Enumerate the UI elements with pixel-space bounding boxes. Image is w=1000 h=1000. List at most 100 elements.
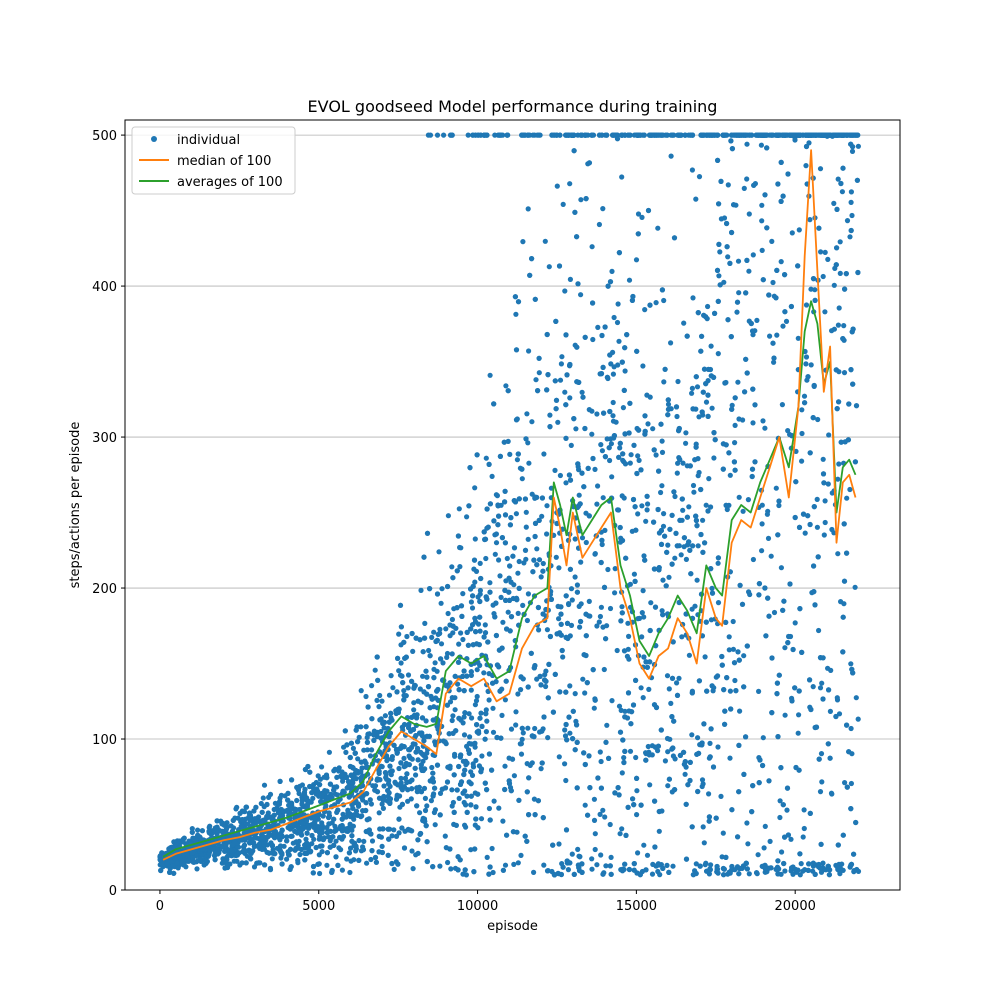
scatter-point — [799, 458, 805, 464]
scatter-point — [544, 503, 550, 509]
scatter-point — [766, 778, 772, 784]
scatter-point — [493, 540, 500, 546]
scatter-point — [444, 683, 450, 689]
scatter-point — [317, 782, 323, 788]
scatter-point — [711, 455, 717, 461]
scatter-point — [666, 776, 673, 782]
scatter-point — [778, 159, 784, 165]
scatter-point — [482, 630, 489, 636]
scatter-point — [368, 856, 374, 863]
scatter-point — [695, 310, 701, 316]
scatter-point — [264, 813, 270, 820]
scatter-point — [718, 178, 724, 184]
scatter-point — [735, 834, 741, 840]
scatter-point — [535, 388, 541, 394]
scatter-point — [483, 711, 489, 717]
scatter-point — [688, 571, 694, 577]
scatter-point — [807, 521, 813, 528]
scatter-point — [819, 779, 825, 785]
scatter-point — [400, 680, 406, 686]
scatter-point — [404, 771, 410, 777]
scatter-point — [614, 319, 621, 326]
scatter-point — [736, 871, 742, 877]
scatter-point — [762, 866, 768, 872]
scatter-point — [589, 866, 595, 872]
scatter-point — [683, 440, 689, 446]
scatter-point — [736, 789, 742, 795]
scatter-point — [736, 657, 742, 663]
scatter-point — [381, 797, 387, 803]
scatter-point — [490, 869, 496, 876]
scatter-point — [389, 860, 395, 867]
scatter-point — [315, 861, 321, 867]
scatter-point — [635, 453, 641, 459]
scatter-point — [466, 503, 472, 509]
scatter-point — [564, 737, 570, 743]
scatter-point — [774, 332, 780, 338]
scatter-point — [344, 856, 350, 862]
scatter-point — [766, 292, 772, 298]
scatter-point — [423, 755, 429, 761]
scatter-point — [796, 767, 802, 773]
scatter-point — [620, 451, 626, 457]
scatter-point — [413, 772, 419, 778]
scatter-point — [449, 564, 455, 570]
scatter-point — [307, 769, 313, 775]
scatter-point — [454, 787, 460, 793]
scatter-point — [568, 442, 574, 448]
scatter-point — [454, 568, 460, 574]
scatter-point — [409, 756, 415, 762]
scatter-point — [749, 466, 756, 472]
scatter-point — [570, 736, 576, 742]
scatter-point — [275, 834, 281, 840]
scatter-point — [540, 815, 546, 821]
scatter-point — [818, 751, 825, 757]
scatter-point — [557, 377, 564, 383]
scatter-point — [769, 132, 775, 138]
scatter-point — [589, 431, 595, 437]
scatter-point — [683, 801, 689, 807]
scatter-point — [424, 674, 430, 680]
scatter-point — [690, 482, 697, 489]
scatter-point — [572, 747, 578, 753]
scatter-point — [495, 503, 501, 509]
scatter-point — [586, 513, 592, 519]
scatter-point — [848, 227, 854, 234]
scatter-point — [826, 866, 832, 872]
scatter-point — [389, 833, 395, 839]
scatter-point — [222, 865, 228, 871]
scatter-point — [339, 828, 345, 834]
scatter-point — [635, 616, 641, 622]
scatter-point — [520, 676, 526, 682]
scatter-point — [385, 787, 391, 794]
scatter-point — [848, 189, 855, 195]
scatter-point — [286, 852, 292, 858]
scatter-point — [410, 741, 416, 747]
scatter-point — [683, 556, 690, 563]
scatter-point — [841, 521, 847, 527]
scatter-point — [664, 862, 670, 869]
scatter-point — [641, 553, 647, 559]
scatter-point — [409, 786, 415, 792]
scatter-point — [683, 430, 689, 436]
scatter-point — [844, 722, 850, 728]
scatter-point — [278, 849, 284, 855]
scatter-point — [639, 634, 645, 640]
scatter-point — [811, 563, 817, 569]
scatter-point — [715, 298, 721, 304]
scatter-point — [333, 854, 339, 860]
scatter-point — [335, 807, 341, 813]
scatter-point — [789, 230, 795, 236]
scatter-point — [705, 508, 711, 514]
scatter-point — [569, 851, 575, 857]
scatter-point — [470, 622, 476, 628]
scatter-point — [728, 334, 734, 340]
scatter-point — [508, 726, 515, 732]
scatter-point — [532, 812, 538, 818]
scatter-point — [567, 276, 574, 282]
scatter-point — [781, 598, 787, 604]
scatter-point — [563, 402, 569, 408]
scatter-point — [576, 603, 582, 610]
scatter-point — [734, 309, 740, 315]
scatter-point — [650, 426, 656, 432]
